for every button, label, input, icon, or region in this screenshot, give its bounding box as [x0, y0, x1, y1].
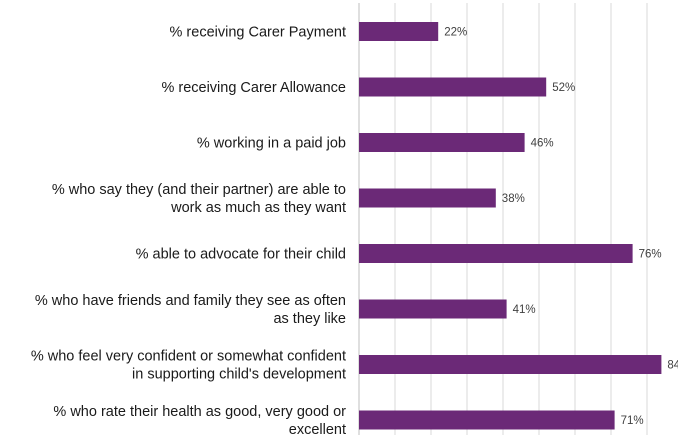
category-label-5-line-1: as they like: [273, 311, 346, 327]
category-label-1-line-0: % receiving Carer Allowance: [161, 80, 346, 96]
data-label-1: 52%: [552, 82, 575, 94]
data-label-6: 84%: [667, 360, 678, 372]
category-label-3-line-1: work as much as they want: [170, 200, 346, 216]
category-label-7-line-0: % who rate their health as good, very go…: [53, 404, 346, 420]
grid-layer: [358, 3, 648, 435]
category-label-6-line-0: % who feel very confident or somewhat co…: [31, 349, 346, 365]
category-label-4-line-0: % able to advocate for their child: [136, 247, 346, 263]
category-label-1: % receiving Carer Allowance: [161, 80, 346, 96]
label-layer: 22% % receiving Carer Payment 52% % receivi…: [31, 25, 678, 435]
category-label-5: % who have friends and family they see a…: [35, 293, 346, 327]
category-label-5-line-0: % who have friends and family they see a…: [35, 293, 346, 309]
bar-5: [359, 299, 507, 319]
data-label-3: 38%: [502, 193, 525, 205]
bar-7: [359, 410, 615, 430]
category-label-0: % receiving Carer Payment: [170, 25, 347, 41]
data-label-5: 41%: [513, 304, 536, 316]
category-label-7-line-1: excellent: [289, 422, 346, 435]
category-label-7: % who rate their health as good, very go…: [53, 404, 346, 435]
category-label-0-line-0: % receiving Carer Payment: [170, 25, 347, 41]
category-label-6-line-1: in supporting child's development: [132, 367, 346, 383]
category-label-6: % who feel very confident or somewhat co…: [31, 349, 346, 383]
bar-6: [359, 355, 662, 374]
data-label-2: 46%: [531, 138, 554, 150]
data-label-7: 71%: [621, 415, 644, 427]
category-label-4: % able to advocate for their child: [136, 247, 346, 263]
category-label-2-line-0: % working in a paid job: [197, 136, 346, 152]
bar-4: [359, 244, 633, 263]
bar-3: [359, 188, 496, 208]
category-label-3: % who say they (and their partner) are a…: [52, 182, 346, 216]
bar-0: [359, 22, 439, 41]
category-label-3-line-0: % who say they (and their partner) are a…: [52, 182, 346, 198]
data-label-4: 76%: [639, 249, 662, 261]
bar-2: [359, 133, 525, 152]
bar-1: [359, 77, 547, 97]
data-label-0: 22%: [444, 27, 467, 39]
bar-layer: [359, 22, 662, 430]
category-label-2: % working in a paid job: [197, 136, 346, 152]
